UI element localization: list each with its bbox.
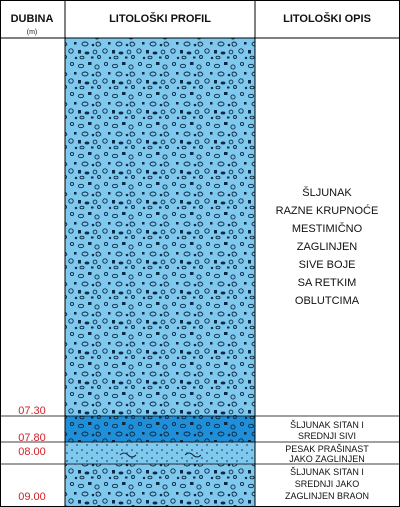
description-line: ŠLJUNAK — [302, 186, 352, 199]
description-line: JAKO ZAGLINJEN — [289, 454, 365, 464]
description-line: SIVE BOJE — [299, 259, 356, 271]
depth-label: 07.80 — [18, 432, 46, 444]
description-line: SREDNJI JAKO — [295, 479, 360, 489]
profile-header: LITOLOŠKI PROFIL — [109, 12, 211, 25]
profile-column — [65, 38, 255, 507]
description-line: MESTIMIČNO — [292, 222, 363, 235]
layer-3-description: PESAK PRAŠINAST JAKO ZAGLINJEN — [285, 444, 369, 464]
description-line: ZAGLINJEN BRAON — [285, 491, 369, 501]
layer-2-pattern — [65, 416, 255, 442]
layer-4-pattern — [65, 464, 255, 507]
depth-label: 08.00 — [18, 446, 46, 458]
description-line: PESAK PRAŠINAST — [285, 444, 369, 454]
layer-3-clay-mark — [119, 452, 137, 458]
description-line: ZAGLINJEN — [297, 241, 358, 253]
layer-1-description: ŠLJUNAK RAZNE KRUPNOĆE MESTIMIČNO ZAGLIN… — [276, 186, 379, 307]
description-header: LITOLOŠKI OPIS — [283, 12, 371, 25]
description-line: OBLUTCIMA — [295, 295, 360, 307]
description-line: ŠLJUNAK SITAN I — [290, 467, 364, 477]
layer-2-description: ŠLJUNAK SITAN I SREDNJI SIVI — [290, 420, 364, 441]
description-line: SREDNJI SIVI — [298, 431, 356, 441]
layer-1-pattern — [65, 38, 255, 416]
layer-3-clay-mark — [184, 452, 202, 458]
depth-unit: (m) — [27, 29, 38, 36]
description-line: RAZNE KRUPNOĆE — [276, 204, 379, 217]
layer-4-description: ŠLJUNAK SITAN I SREDNJI JAKO ZAGLINJEN B… — [285, 467, 369, 501]
depth-header: DUBINA — [11, 13, 54, 25]
description-line: SA RETKIM — [298, 277, 357, 289]
layer-3-pattern — [65, 442, 255, 464]
depth-label: 09.00 — [18, 491, 46, 503]
description-line: ŠLJUNAK SITAN I — [290, 420, 364, 430]
depth-label: 07.30 — [18, 405, 46, 417]
